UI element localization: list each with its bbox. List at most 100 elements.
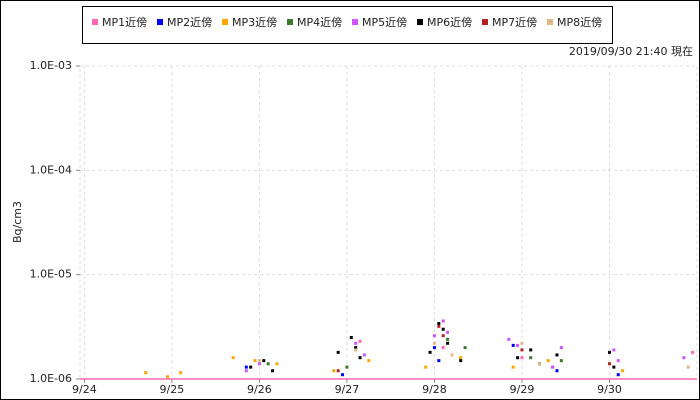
point (691, 350, 695, 354)
x-tick-label: 9/24 (72, 383, 97, 396)
point (367, 359, 371, 363)
point (459, 359, 463, 363)
point (612, 348, 616, 352)
legend-swatch (157, 19, 163, 25)
point (362, 353, 366, 357)
point (507, 337, 511, 341)
legend-label: MP4近傍 (297, 15, 342, 29)
point (354, 348, 358, 352)
point (266, 362, 270, 366)
y-tick-label: 1.0E-03 (30, 59, 72, 72)
point (616, 373, 620, 377)
point (262, 359, 266, 363)
point (555, 353, 559, 357)
point (607, 350, 611, 354)
point (437, 322, 441, 326)
point (257, 359, 261, 363)
y-tick-label: 1.0E-05 (30, 268, 72, 281)
point (551, 365, 555, 369)
point (612, 365, 616, 369)
point (463, 346, 467, 350)
point (459, 356, 463, 360)
point (253, 359, 257, 363)
point (244, 369, 248, 373)
point (354, 341, 358, 345)
legend-swatch (287, 19, 293, 25)
point (341, 373, 345, 377)
point (179, 371, 183, 375)
legend-label: MP8近傍 (557, 15, 602, 29)
point (511, 343, 515, 347)
point (516, 356, 520, 360)
point (354, 346, 358, 350)
point (349, 335, 353, 339)
point (432, 346, 436, 350)
legend-swatch (222, 19, 228, 25)
x-tick-label: 9/30 (597, 383, 622, 396)
legend-box (82, 6, 613, 44)
point (520, 341, 524, 345)
y-axis-label: Bq/cm3 (11, 201, 24, 243)
point (432, 341, 436, 345)
legend-label: MP5近傍 (362, 15, 407, 29)
legend-swatch (352, 19, 358, 25)
x-tick-label: 9/29 (510, 383, 535, 396)
x-tick-label: 9/25 (160, 383, 185, 396)
point (275, 362, 279, 366)
point (520, 348, 524, 352)
point (358, 339, 362, 343)
point (441, 334, 445, 338)
point (441, 327, 445, 331)
point (332, 369, 336, 373)
point (559, 346, 563, 350)
point (432, 334, 436, 338)
x-tick-label: 9/28 (422, 383, 447, 396)
y-tick-label: 1.0E-06 (30, 372, 72, 385)
point (450, 353, 454, 357)
point (529, 356, 533, 360)
point (686, 365, 690, 369)
point (271, 369, 275, 373)
point (446, 341, 450, 345)
point (428, 350, 432, 354)
point (520, 356, 524, 360)
legend-label: MP3近傍 (232, 15, 277, 29)
y-tick-label: 1.0E-04 (30, 163, 72, 176)
point (144, 371, 148, 375)
timestamp: 2019/09/30 21:40 現在 (569, 45, 693, 58)
point (231, 356, 235, 360)
legend-swatch (417, 19, 423, 25)
point (424, 365, 428, 369)
point (682, 356, 686, 360)
point (529, 348, 533, 352)
point (607, 362, 611, 366)
legend-label: MP1近傍 (102, 15, 147, 29)
legend-swatch (482, 19, 488, 25)
point (345, 365, 349, 369)
point (446, 330, 450, 334)
legend-label: MP6近傍 (427, 15, 472, 29)
legend-label: MP2近傍 (167, 15, 212, 29)
x-tick-label: 9/26 (247, 383, 272, 396)
point (166, 375, 170, 379)
point (244, 365, 248, 369)
point (257, 362, 261, 366)
point (511, 365, 515, 369)
point (441, 346, 445, 350)
point (437, 359, 441, 363)
point (555, 369, 559, 373)
point (336, 369, 340, 373)
x-tick-label: 9/27 (335, 383, 360, 396)
point (546, 359, 550, 363)
legend-swatch (547, 19, 553, 25)
point (516, 343, 520, 347)
point (616, 359, 620, 363)
point (437, 324, 441, 328)
point (537, 362, 541, 366)
point (446, 337, 450, 341)
legend-label: MP7近傍 (492, 15, 537, 29)
point (249, 365, 253, 369)
point (336, 350, 340, 354)
